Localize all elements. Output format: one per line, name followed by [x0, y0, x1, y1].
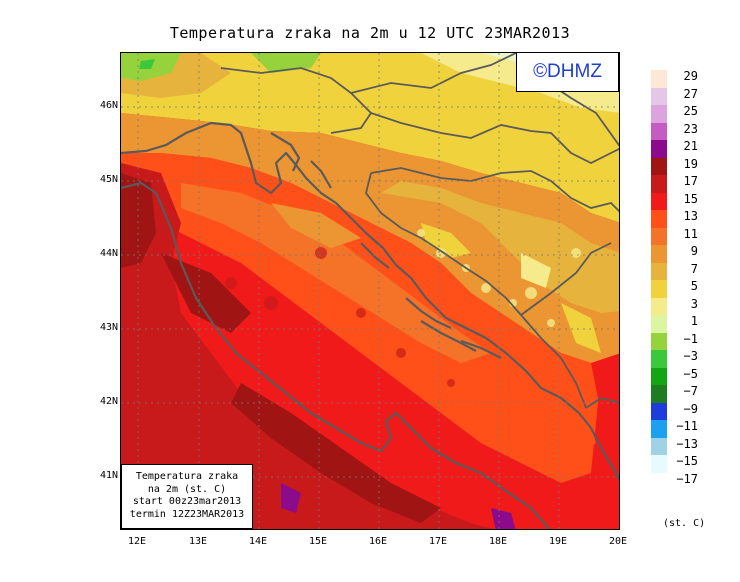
- legend-label: 21: [683, 139, 698, 153]
- lon-label-19e: 19E: [548, 536, 568, 547]
- lat-label-46n: 46N: [99, 100, 118, 111]
- legend-label: −1: [683, 331, 698, 346]
- lat-label-45n: 45N: [99, 174, 118, 185]
- legend-swatch: [651, 210, 667, 228]
- legend-swatch: [651, 122, 667, 140]
- legend-label: −5: [683, 366, 698, 381]
- legend-swatch: [651, 455, 667, 473]
- legend-label: −7: [683, 384, 698, 398]
- legend-swatch: [651, 350, 667, 368]
- lon-label-15e: 15E: [308, 536, 328, 547]
- lon-label-14e: 14E: [248, 536, 268, 547]
- lon-label-17e: 17E: [428, 536, 448, 547]
- lon-label-16e: 16E: [368, 536, 388, 547]
- legend-swatch: [651, 245, 667, 263]
- legend-swatch: [651, 140, 667, 158]
- legend-label: 23: [683, 121, 698, 136]
- color-legend: [651, 70, 667, 490]
- lat-label-41n: 41N: [99, 470, 118, 481]
- legend-swatch: [651, 420, 667, 438]
- legend-swatch: [651, 192, 667, 210]
- legend-swatch: [651, 262, 667, 280]
- lat-label-43n: 43N: [99, 322, 118, 333]
- legend-label: 9: [690, 244, 698, 258]
- legend-swatch: [651, 175, 667, 193]
- legend-label: −15: [676, 454, 698, 468]
- temperature-map: [120, 52, 620, 530]
- info-box: Temperatura zraka na 2m (st. C) start 00…: [121, 464, 253, 529]
- legend-swatch: [651, 87, 667, 105]
- lon-label-12e: 12E: [127, 536, 147, 547]
- legend-swatch: [651, 332, 667, 350]
- legend-swatch: [651, 437, 667, 455]
- lat-label-42n: 42N: [99, 396, 118, 407]
- lon-label-18e: 18E: [488, 536, 508, 547]
- legend-label: −13: [676, 436, 698, 451]
- lon-label-13e: 13E: [188, 536, 208, 547]
- legend-label: 11: [683, 226, 698, 241]
- legend-swatch: [651, 315, 667, 333]
- map-title: Temperatura zraka na 2m u 12 UTC 23MAR20…: [169, 24, 571, 42]
- legend-label: −9: [683, 401, 698, 416]
- info-variable: Temperatura zraka: [135, 471, 239, 482]
- dhmz-logo: ©DHMZ: [516, 52, 619, 92]
- legend-label: −17: [676, 471, 698, 486]
- legend-swatch: [651, 367, 667, 385]
- legend-swatch: [651, 280, 667, 298]
- legend-label: 15: [683, 191, 698, 206]
- lat-label-44n: 44N: [99, 248, 118, 259]
- info-termin: termin 12Z23MAR2013: [129, 508, 245, 520]
- legend-label: 3: [690, 296, 698, 311]
- legend-label: 27: [683, 86, 698, 101]
- legend-label: 17: [683, 174, 698, 188]
- legend-unit: (st. C): [663, 518, 706, 529]
- legend-label: 29: [683, 69, 698, 83]
- legend-label: 7: [690, 261, 698, 276]
- legend-label: 19: [683, 156, 698, 171]
- lon-label-20e: 20E: [608, 536, 628, 547]
- legend-label: −3: [683, 349, 698, 363]
- legend-swatch: [651, 385, 667, 403]
- legend-swatch: [651, 297, 667, 315]
- legend-swatch: [651, 227, 667, 245]
- legend-label: 25: [683, 104, 698, 118]
- legend-label: −11: [676, 419, 698, 433]
- legend-swatch: [651, 402, 667, 420]
- legend-label: 5: [690, 279, 698, 293]
- legend-swatch: [651, 70, 667, 88]
- legend-label: 13: [683, 209, 698, 223]
- legend-swatch: [651, 105, 667, 123]
- info-start: start 00z23mar2013: [132, 496, 242, 507]
- legend-swatch: [651, 472, 667, 490]
- info-units: na 2m (st. C): [147, 483, 227, 495]
- legend-label: 1: [690, 314, 698, 328]
- legend-swatch: [651, 157, 667, 175]
